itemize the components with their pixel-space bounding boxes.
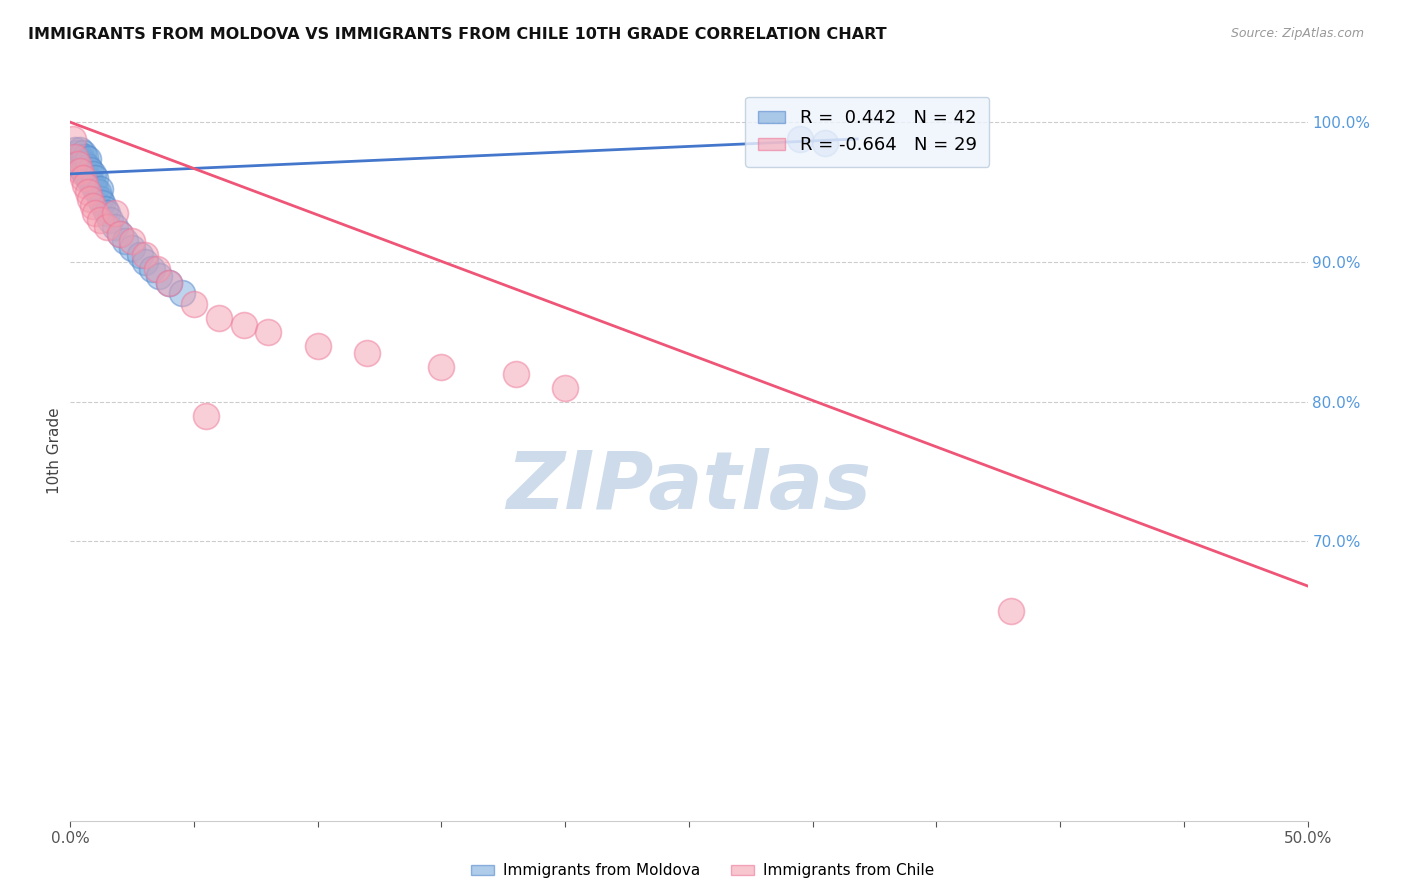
Point	[114, 234, 136, 248]
Point	[89, 182, 111, 196]
Point	[79, 174, 101, 188]
Point	[814, 136, 837, 150]
Point	[134, 248, 156, 262]
Point	[62, 150, 84, 164]
Point	[89, 192, 111, 206]
Point	[66, 157, 89, 171]
Point	[65, 150, 87, 164]
Point	[75, 157, 97, 171]
Point	[134, 255, 156, 269]
Point	[257, 325, 280, 339]
Text: IMMIGRANTS FROM MOLDOVA VS IMMIGRANTS FROM CHILE 10TH GRADE CORRELATION CHART: IMMIGRANTS FROM MOLDOVA VS IMMIGRANTS FR…	[28, 27, 887, 42]
Point	[65, 143, 87, 157]
Point	[72, 171, 94, 186]
Point	[69, 150, 91, 164]
Point	[75, 167, 97, 181]
Point	[108, 227, 131, 241]
Point	[98, 213, 121, 227]
Point	[66, 145, 89, 160]
Point	[148, 268, 170, 283]
Point	[183, 297, 205, 311]
Point	[79, 162, 101, 177]
Point	[505, 367, 527, 381]
Point	[121, 241, 143, 255]
Point	[75, 150, 97, 164]
Point	[79, 192, 101, 206]
Point	[96, 219, 118, 234]
Point	[157, 276, 180, 290]
Point	[72, 154, 94, 169]
Point	[72, 145, 94, 160]
Point	[66, 157, 89, 171]
Point	[76, 171, 98, 186]
Point	[84, 182, 107, 196]
Legend: R =  0.442   N = 42, R = -0.664   N = 29: R = 0.442 N = 42, R = -0.664 N = 29	[745, 96, 990, 167]
Point	[86, 185, 108, 199]
Point	[146, 261, 169, 276]
Point	[76, 160, 98, 174]
Point	[69, 164, 91, 178]
Point	[104, 206, 127, 220]
Point	[208, 310, 231, 325]
Point	[195, 409, 218, 423]
Point	[307, 339, 329, 353]
Point	[72, 164, 94, 178]
Legend: Immigrants from Moldova, Immigrants from Chile: Immigrants from Moldova, Immigrants from…	[465, 857, 941, 884]
Point	[96, 206, 118, 220]
Point	[89, 213, 111, 227]
Point	[62, 132, 84, 146]
Point	[91, 196, 114, 211]
Point	[789, 132, 811, 146]
Point	[128, 248, 150, 262]
Point	[94, 202, 117, 216]
Text: Source: ZipAtlas.com: Source: ZipAtlas.com	[1230, 27, 1364, 40]
Y-axis label: 10th Grade: 10th Grade	[46, 407, 62, 494]
Point	[104, 219, 127, 234]
Point	[157, 276, 180, 290]
Point	[76, 152, 98, 166]
Text: ZIPatlas: ZIPatlas	[506, 449, 872, 526]
Point	[141, 261, 163, 276]
Point	[1000, 604, 1022, 618]
Point	[430, 359, 453, 374]
Point	[69, 143, 91, 157]
Point	[82, 167, 104, 181]
Point	[69, 160, 91, 174]
Point	[82, 199, 104, 213]
Point	[84, 171, 107, 186]
Point	[121, 234, 143, 248]
Point	[76, 185, 98, 199]
Point	[75, 178, 97, 192]
Point	[65, 154, 87, 169]
Point	[82, 178, 104, 192]
Point	[170, 285, 193, 300]
Point	[84, 206, 107, 220]
Point	[108, 227, 131, 241]
Point	[356, 345, 378, 359]
Point	[232, 318, 254, 332]
Point	[554, 381, 576, 395]
